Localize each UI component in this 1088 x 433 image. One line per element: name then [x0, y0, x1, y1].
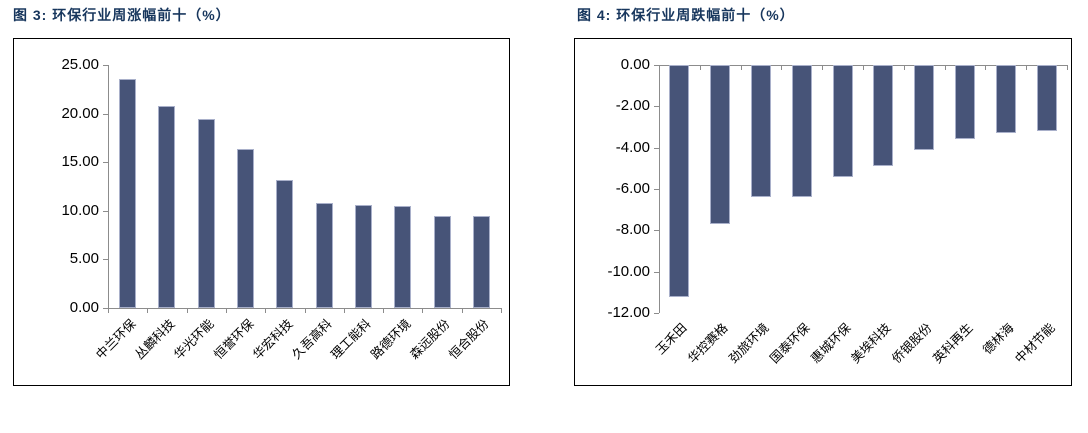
y-axis-tick-label: 5.00 [69, 250, 99, 268]
bar [315, 203, 333, 308]
y-axis-tick-label: -12.00 [607, 304, 650, 321]
y-axis-line [108, 65, 109, 308]
x-tick-mark [659, 65, 660, 70]
figure3-chart-panel: 25.00 20.00 15.00 10.00 5.00 0.00 中兰环保 丛麟科技 华光环能… [13, 38, 510, 386]
x-tick-mark [304, 308, 306, 313]
x-tick-mark [740, 65, 742, 70]
x-tick-mark [501, 308, 502, 313]
x-tick-mark [985, 65, 987, 70]
figure4-chart-panel: 0.00 -2.00 -4.00 -6.00 -8.00 -10.00 -12.00 玉禾田华… [574, 38, 1072, 386]
y-tick-mark [654, 65, 659, 66]
y-axis-tick-label: 15.00 [61, 153, 99, 171]
x-tick-mark [863, 65, 864, 70]
bar [791, 65, 812, 198]
x-tick-mark [225, 308, 227, 313]
y-tick-mark [103, 308, 108, 309]
y-axis-tick-label: -4.00 [615, 138, 650, 156]
bar [276, 179, 294, 308]
y-axis-line [659, 65, 660, 313]
bar [914, 65, 935, 150]
x-tick-mark [108, 308, 109, 313]
x-tick-mark [422, 308, 424, 313]
y-tick-mark [103, 259, 108, 261]
bar [873, 65, 894, 167]
y-tick-mark [103, 65, 108, 66]
bar [197, 118, 215, 308]
x-tick-mark [1026, 65, 1028, 70]
x-tick-mark [265, 308, 267, 313]
bar [751, 65, 771, 198]
x-tick-mark [903, 65, 905, 70]
y-axis-tick-label: 0.00 [620, 56, 650, 73]
x-tick-mark [343, 308, 345, 313]
bar [995, 65, 1016, 134]
x-tick-mark [699, 65, 701, 70]
bar [710, 65, 731, 225]
y-axis-tick-label: 0.00 [69, 299, 99, 316]
y-tick-mark [103, 162, 108, 164]
y-tick-mark [103, 210, 108, 212]
y-axis-tick-label: 10.00 [61, 201, 99, 219]
y-axis-tick-label: -6.00 [615, 180, 650, 197]
x-tick-mark [822, 65, 824, 70]
bar [832, 65, 853, 177]
y-tick-mark [654, 230, 659, 232]
bar [394, 205, 412, 308]
figure4-title: 图 4: 环保行业周跌幅前十（%） [577, 7, 795, 23]
x-tick-mark [186, 308, 188, 313]
y-tick-mark [654, 271, 659, 273]
x-tick-mark [1067, 65, 1068, 70]
bar [669, 65, 690, 297]
bar [433, 215, 451, 308]
x-tick-mark [383, 308, 385, 313]
y-tick-mark [654, 189, 659, 190]
x-tick-mark [461, 308, 463, 313]
x-tick-mark [944, 65, 946, 70]
bar [955, 65, 975, 140]
bar [158, 105, 176, 308]
bar [354, 205, 372, 308]
bar [472, 215, 490, 308]
bar [237, 148, 254, 308]
x-tick-mark [781, 65, 783, 70]
bar [119, 78, 137, 308]
y-tick-mark [654, 313, 659, 314]
y-tick-mark [654, 106, 659, 108]
bar [1036, 65, 1057, 132]
x-tick-mark [147, 308, 149, 313]
figure3-title: 图 3: 环保行业周涨幅前十（%） [13, 7, 231, 23]
y-tick-mark [103, 113, 108, 115]
y-axis-tick-label: 25.00 [61, 56, 99, 73]
y-axis-tick-label: 20.00 [61, 104, 99, 122]
y-axis-tick-label: -2.00 [615, 97, 650, 115]
y-tick-mark [654, 147, 659, 149]
y-axis-tick-label: -8.00 [615, 221, 650, 239]
y-axis-tick-label: -10.00 [607, 262, 650, 280]
